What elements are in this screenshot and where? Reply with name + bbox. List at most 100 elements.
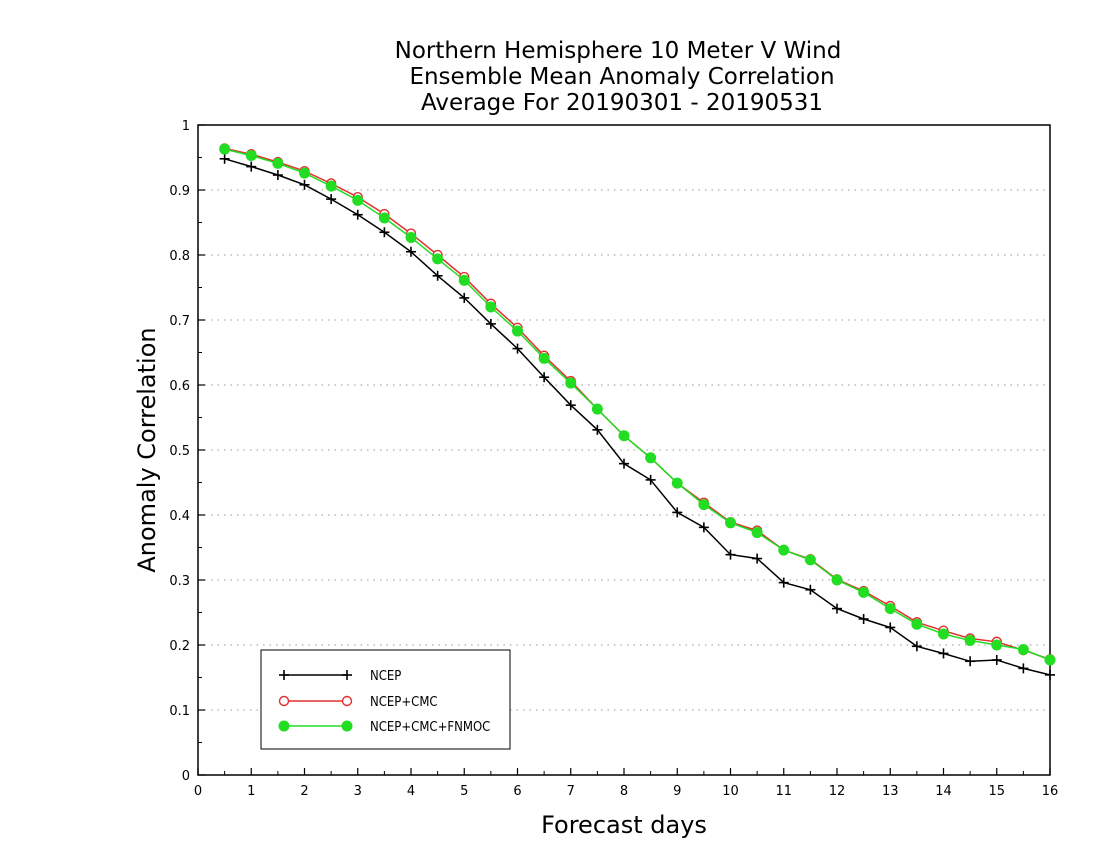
data-point bbox=[405, 231, 417, 243]
data-point bbox=[539, 372, 550, 383]
y-tick-label: 1 bbox=[182, 119, 190, 134]
x-tick-label: 12 bbox=[829, 784, 846, 799]
data-point bbox=[325, 180, 337, 192]
data-point bbox=[341, 720, 353, 732]
data-point bbox=[512, 325, 523, 337]
data-point bbox=[911, 641, 922, 652]
data-point bbox=[591, 403, 603, 415]
data-point bbox=[938, 648, 949, 659]
x-tick-label: 2 bbox=[300, 784, 308, 799]
series-layer bbox=[219, 143, 1056, 680]
x-axis-label: Forecast days bbox=[541, 811, 707, 839]
data-point bbox=[752, 553, 763, 564]
y-tick-label: 0.6 bbox=[169, 379, 190, 394]
x-tick-label: 9 bbox=[673, 784, 681, 799]
y-axis-ticks: 0 0.1 0.2 0.3 0.4 0.5 0.6 0.7 0.8 0.9 1 bbox=[169, 119, 205, 784]
series-line bbox=[224, 147, 1051, 661]
data-point bbox=[725, 549, 736, 560]
data-point bbox=[538, 352, 550, 364]
x-tick-label: 13 bbox=[882, 784, 899, 799]
data-point bbox=[885, 622, 896, 633]
series-ncep bbox=[219, 153, 1055, 680]
legend-label: NCEP+CMC+FNMOC bbox=[370, 720, 490, 735]
legend-label: NCEP+CMC bbox=[370, 695, 438, 710]
x-tick-label: 5 bbox=[460, 784, 468, 799]
x-tick-label: 3 bbox=[354, 784, 362, 799]
data-point bbox=[459, 292, 470, 303]
data-point bbox=[1018, 663, 1029, 674]
series-line bbox=[224, 158, 1051, 676]
x-tick-label: 7 bbox=[567, 784, 575, 799]
data-point bbox=[272, 157, 284, 169]
legend: NCEP NCEP+CMC NCEP+CMC+FNMOC bbox=[260, 649, 511, 750]
data-point bbox=[279, 670, 289, 680]
x-tick-label: 6 bbox=[513, 784, 521, 799]
data-point bbox=[831, 574, 843, 586]
data-point bbox=[219, 153, 230, 164]
chart-title-line-1: Northern Hemisphere 10 Meter V Wind bbox=[395, 38, 842, 64]
x-tick-label: 8 bbox=[620, 784, 628, 799]
y-tick-label: 0.9 bbox=[169, 184, 190, 199]
data-point bbox=[938, 628, 949, 640]
grid-lines bbox=[198, 189, 1050, 711]
x-tick-label: 14 bbox=[935, 784, 952, 799]
data-point bbox=[565, 377, 577, 389]
data-point bbox=[805, 584, 816, 595]
data-point bbox=[278, 695, 290, 707]
data-point bbox=[352, 209, 363, 220]
data-point bbox=[246, 161, 257, 172]
data-point bbox=[619, 458, 629, 469]
data-point bbox=[964, 634, 976, 646]
data-point bbox=[911, 618, 923, 630]
chart-title-line-3: Average For 20190301 - 20190531 bbox=[421, 90, 823, 116]
data-point bbox=[698, 522, 709, 533]
data-point bbox=[884, 603, 896, 615]
legend-label: NCEP bbox=[370, 669, 401, 684]
y-tick-label: 0.4 bbox=[169, 509, 190, 524]
data-point bbox=[299, 179, 310, 190]
y-tick-label: 0 bbox=[182, 769, 190, 784]
data-point bbox=[1017, 644, 1029, 656]
data-point bbox=[272, 170, 283, 181]
data-point bbox=[832, 603, 842, 614]
data-point bbox=[991, 654, 1002, 665]
data-point bbox=[379, 227, 390, 238]
x-tick-label: 16 bbox=[1042, 784, 1059, 799]
data-point bbox=[219, 143, 231, 155]
data-point bbox=[991, 639, 1003, 651]
data-point bbox=[278, 720, 290, 732]
data-point bbox=[592, 424, 603, 435]
data-point bbox=[725, 517, 736, 529]
data-point bbox=[804, 554, 816, 566]
data-point bbox=[378, 212, 390, 224]
y-tick-label: 0.2 bbox=[169, 639, 190, 654]
data-point bbox=[341, 695, 353, 707]
x-tick-label: 1 bbox=[247, 784, 255, 799]
x-tick-label: 0 bbox=[194, 784, 202, 799]
data-point bbox=[751, 527, 763, 539]
y-tick-label: 0.3 bbox=[169, 574, 190, 589]
series-line bbox=[224, 148, 1051, 661]
data-point bbox=[458, 274, 470, 286]
y-tick-label: 0.8 bbox=[169, 249, 190, 264]
x-tick-label: 11 bbox=[775, 784, 792, 799]
data-point bbox=[512, 343, 523, 354]
data-point bbox=[406, 246, 416, 257]
data-point bbox=[858, 614, 869, 624]
legend-entry: NCEP bbox=[279, 669, 401, 684]
data-point bbox=[565, 400, 576, 411]
data-point bbox=[432, 270, 443, 281]
data-point bbox=[342, 670, 352, 680]
data-point bbox=[672, 507, 683, 518]
data-point bbox=[485, 318, 496, 329]
x-tick-label: 4 bbox=[407, 784, 415, 799]
x-tick-label: 10 bbox=[722, 784, 739, 799]
legend-entry: NCEP+CMC bbox=[278, 695, 438, 710]
data-point bbox=[698, 499, 710, 511]
x-axis-ticks: 0 1 2 3 4 5 6 7 8 9 10 11 12 13 14 15 16 bbox=[194, 768, 1058, 799]
legend-entry: NCEP+CMC+FNMOC bbox=[278, 720, 490, 735]
y-tick-label: 0.7 bbox=[169, 314, 190, 329]
y-tick-label: 0.5 bbox=[169, 444, 190, 459]
x-tick-label: 15 bbox=[988, 784, 1005, 799]
